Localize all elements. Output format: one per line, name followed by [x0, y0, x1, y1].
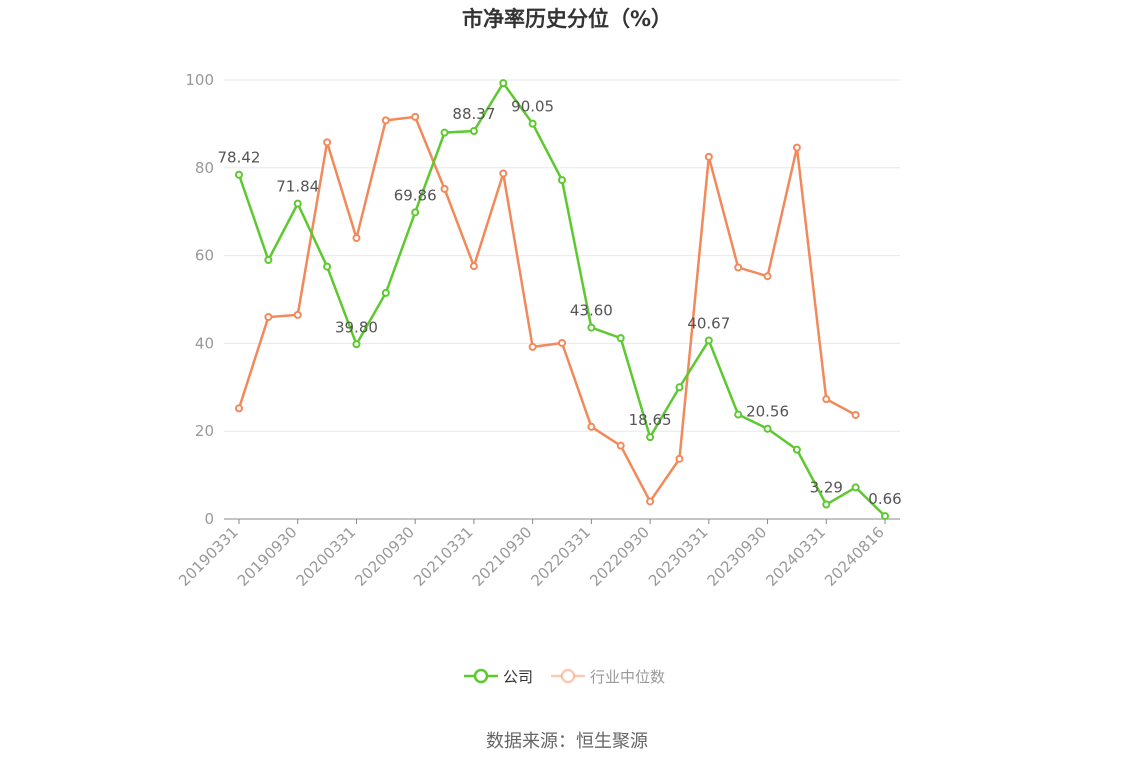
data-label: 90.05: [511, 98, 554, 116]
data-point-company[interactable]: [264, 255, 273, 264]
data-point-company[interactable]: [323, 262, 332, 271]
data-point-company[interactable]: [587, 323, 596, 332]
data-point-company[interactable]: [646, 433, 655, 442]
data-point-industry-median[interactable]: [558, 338, 566, 347]
data-point-company[interactable]: [499, 79, 508, 88]
data-point-industry-median[interactable]: [675, 454, 684, 463]
data-point-company[interactable]: [528, 119, 537, 128]
data-point-industry-median[interactable]: [792, 143, 801, 152]
x-tick-label: 20220930: [586, 523, 653, 590]
y-tick-label: 20: [195, 422, 214, 440]
data-point-industry-median[interactable]: [235, 404, 243, 413]
data-point-industry-median[interactable]: [381, 116, 390, 125]
data-point-industry-median[interactable]: [763, 272, 772, 281]
data-point-industry-median[interactable]: [646, 497, 655, 506]
data-point-company[interactable]: [763, 424, 772, 433]
y-axis: 0 20 40 60 80 100: [185, 71, 214, 528]
data-labels: 78.42 71.84 39.80 69.86 88.37 90.05 43.60 18.65…: [218, 98, 902, 508]
grid: [224, 79, 900, 432]
data-label: 78.42: [218, 149, 261, 167]
legend-item-industry-median[interactable]: 行业中位数: [551, 668, 665, 686]
y-tick-label: 40: [195, 334, 214, 352]
data-point-company[interactable]: [792, 445, 801, 454]
legend-label: 行业中位数: [590, 668, 665, 686]
data-point-industry-median[interactable]: [411, 112, 420, 121]
x-tick-label: 20230331: [645, 523, 712, 590]
legend-marker: [560, 668, 576, 684]
data-label: 88.37: [452, 105, 495, 123]
x-tick-label: 20200331: [293, 523, 360, 590]
data-point-company[interactable]: [235, 170, 243, 179]
x-axis: 2019033120190930202003312020093020210331…: [175, 518, 900, 590]
x-tick-label: 20210930: [469, 523, 536, 590]
data-point-industry-median[interactable]: [851, 410, 860, 419]
series-line-company: [237, 81, 886, 517]
data-point-industry-median[interactable]: [528, 342, 537, 351]
data-label: 3.29: [810, 479, 843, 497]
data-point-company[interactable]: [411, 208, 420, 217]
data-point-company[interactable]: [469, 127, 478, 136]
x-tick-label: 20240331: [762, 523, 829, 590]
data-point-company[interactable]: [734, 410, 743, 419]
data-point-company[interactable]: [352, 340, 361, 349]
source-text: 数据来源：恒生聚源: [486, 731, 648, 752]
data-point-company[interactable]: [704, 336, 713, 345]
x-tick-label: 20240816: [821, 523, 888, 590]
data-point-industry-median[interactable]: [323, 138, 332, 147]
data-label: 20.56: [746, 403, 789, 421]
data-label: 0.66: [868, 490, 901, 508]
legend-label: 公司: [503, 668, 533, 686]
data-point-industry-median[interactable]: [352, 234, 361, 243]
data-point-industry-median[interactable]: [734, 263, 743, 272]
data-point-company[interactable]: [381, 288, 390, 297]
x-tick-label: 20220331: [527, 523, 594, 590]
data-point-company[interactable]: [822, 500, 831, 509]
data-point-industry-median[interactable]: [264, 313, 273, 322]
data-point-industry-median[interactable]: [822, 395, 831, 404]
data-label: 39.80: [335, 318, 378, 336]
data-label: 43.60: [570, 302, 613, 320]
x-tick-label: 20190930: [234, 523, 301, 590]
plot-area: [235, 79, 889, 521]
data-point-company[interactable]: [675, 383, 684, 392]
data-point-company[interactable]: [293, 199, 302, 208]
data-point-industry-median[interactable]: [440, 184, 449, 193]
chart-title: 市净率历史分位（%）: [462, 7, 672, 31]
data-point-company[interactable]: [558, 176, 566, 185]
data-point-industry-median[interactable]: [616, 441, 625, 450]
data-point-industry-median[interactable]: [587, 422, 596, 431]
data-point-company[interactable]: [881, 512, 889, 521]
data-label: 69.86: [394, 186, 437, 204]
y-tick-label: 100: [185, 71, 214, 89]
data-label: 18.65: [629, 411, 672, 429]
data-point-industry-median[interactable]: [469, 262, 478, 271]
data-point-industry-median[interactable]: [293, 310, 302, 319]
data-label: 71.84: [276, 178, 319, 196]
data-point-company[interactable]: [851, 483, 860, 492]
x-tick-label: 20190331: [175, 523, 242, 590]
legend[interactable]: 公司 行业中位数: [464, 668, 665, 686]
series-line-industry-median: [237, 115, 857, 503]
x-tick-label: 20210331: [410, 523, 477, 590]
y-tick-label: 60: [195, 247, 214, 265]
data-point-company[interactable]: [616, 334, 625, 343]
x-tick-label: 20200930: [351, 523, 418, 590]
legend-item-company[interactable]: 公司: [464, 668, 533, 686]
data-point-company[interactable]: [440, 128, 449, 137]
x-tick-label: 20230930: [704, 523, 771, 590]
y-tick-label: 80: [195, 159, 214, 177]
y-tick-label: 0: [204, 510, 214, 528]
legend-marker: [473, 668, 489, 684]
data-point-industry-median[interactable]: [499, 169, 508, 178]
data-point-industry-median[interactable]: [704, 152, 713, 161]
data-label: 40.67: [687, 314, 730, 332]
